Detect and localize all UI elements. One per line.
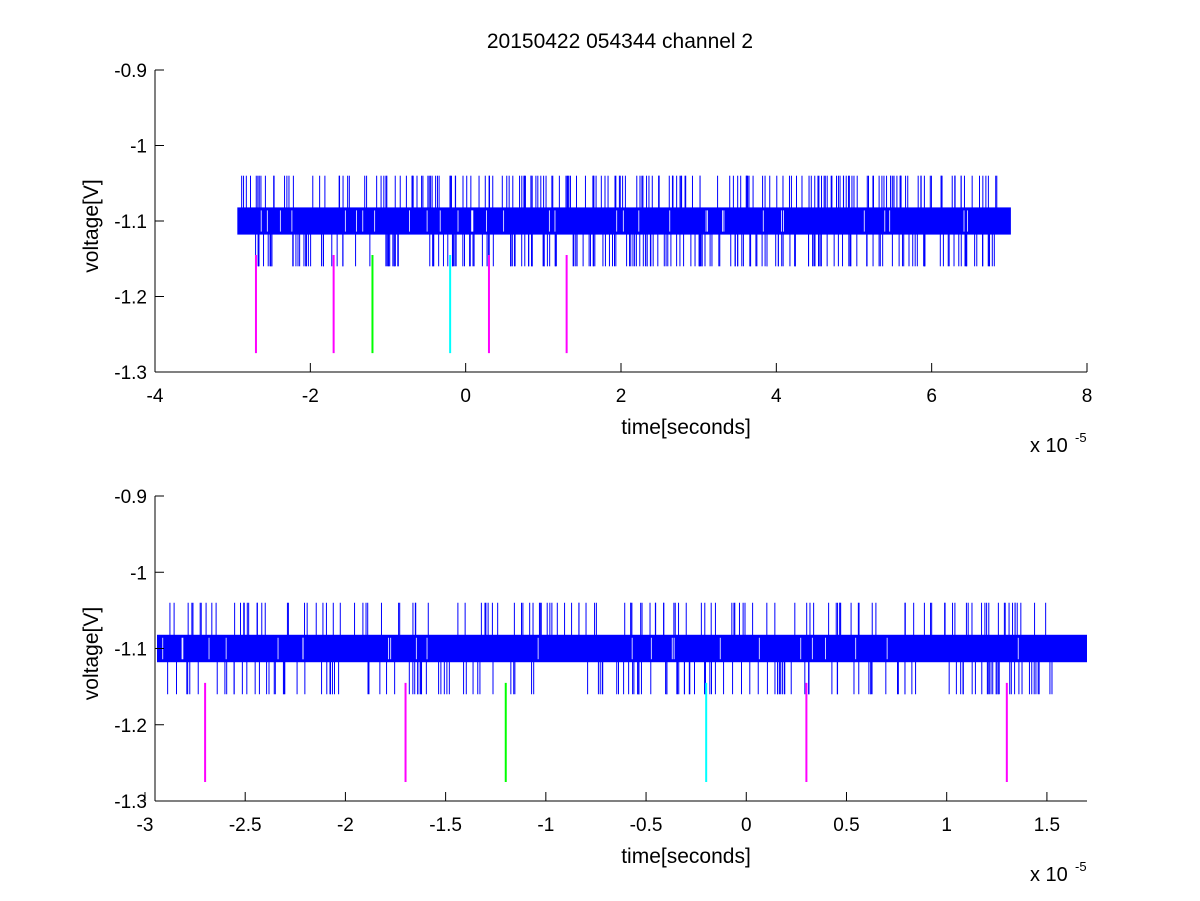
x-tick-label: 0.5: [833, 815, 859, 836]
x-tick-label: 8: [1082, 386, 1093, 407]
x-exponent-label: x 10: [1030, 864, 1068, 886]
x-tick-label: -3: [137, 815, 154, 836]
voltage-trace: [237, 175, 1011, 267]
x-tick-label: 1.5: [1034, 815, 1060, 836]
y-tick-label: -1: [130, 563, 147, 584]
y-tick-label: -0.9: [114, 61, 147, 82]
x-tick-label: -1: [537, 815, 554, 836]
y-tick-label: -1: [130, 137, 147, 158]
x-tick-label: 0: [460, 386, 471, 407]
y-tick-label: -0.9: [114, 487, 147, 508]
x-tick-label: 2: [616, 386, 627, 407]
y-tick-label: -1.1: [114, 640, 147, 661]
y-tick-label: -1.3: [114, 363, 147, 384]
bottom-plot: -3 -2.5 -2 -1.5 -1 -0.5 0 0.5 1 1.5 -0.9 -1 -1.1 -1.2…: [80, 487, 1088, 886]
x-tick-label: -2: [302, 386, 319, 407]
x-tick-label: -2.5: [229, 815, 262, 836]
x-tick-label: -1.5: [429, 815, 462, 836]
y-tick-label: -1.1: [114, 212, 147, 233]
voltage-trace: [157, 602, 1088, 695]
x-tick-label: -2: [337, 815, 354, 836]
trace-band: [237, 207, 1011, 235]
x-axis-label: time[seconds]: [621, 845, 751, 868]
trace-band: [157, 634, 1088, 663]
x-exponent-power: -5: [1075, 430, 1087, 445]
x-tick-label: 6: [926, 386, 937, 407]
x-tick-label: 1: [941, 815, 952, 836]
x-exponent-power: -5: [1075, 859, 1087, 874]
y-tick-label: -1.2: [114, 288, 147, 309]
x-axis-label: time[seconds]: [621, 416, 751, 439]
y-tick-label: -1.3: [114, 792, 147, 813]
x-tick-label: -0.5: [630, 815, 663, 836]
figure-title: 20150422 054344 channel 2: [487, 30, 753, 53]
y-axis-label: voltage[V]: [80, 607, 103, 700]
y-axis-label: voltage[V]: [80, 179, 103, 272]
x-tick-label: 0: [741, 815, 752, 836]
x-exponent-label: x 10: [1030, 435, 1068, 457]
x-tick-label: -4: [147, 386, 164, 407]
x-tick-label: 4: [771, 386, 782, 407]
y-tick-label: -1.2: [114, 716, 147, 737]
top-plot: -4 -2 0 2 4 6 8 -0.9 -1 -1.1 -1.2 -1.3 time[seconds]…: [80, 61, 1092, 457]
